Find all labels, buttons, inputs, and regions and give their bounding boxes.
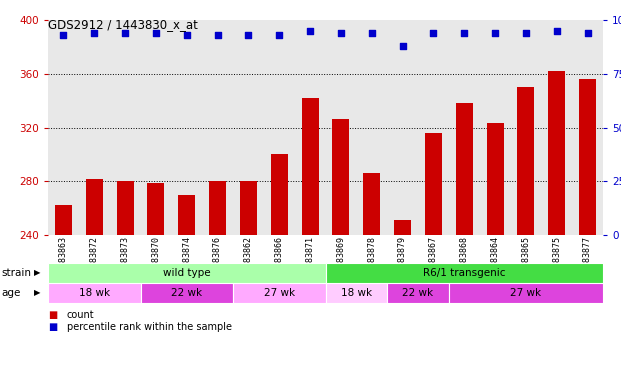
Bar (487, 123, 504, 235)
Point (521, 30, 531, 36)
Point (490, 30, 500, 36)
Text: R6/1 transgenic: R6/1 transgenic (423, 268, 505, 278)
Bar (271, 154, 288, 235)
Bar (55, 206, 72, 235)
Bar (325, 283, 387, 303)
Bar (387, 283, 449, 303)
Point (428, 30, 438, 36)
Bar (325, 263, 603, 283)
Bar (394, 220, 411, 235)
Point (336, 30, 346, 36)
Bar (209, 181, 226, 235)
Text: GSM83867: GSM83867 (429, 236, 438, 276)
Bar (147, 183, 165, 235)
Bar (548, 71, 565, 235)
Text: GSM83874: GSM83874 (182, 236, 191, 276)
Text: GSM83866: GSM83866 (274, 236, 284, 276)
Text: ▶: ▶ (34, 268, 40, 278)
Text: GSM83868: GSM83868 (460, 236, 469, 276)
Point (182, 32, 192, 38)
Text: GDS2912 / 1443830_x_at: GDS2912 / 1443830_x_at (48, 18, 198, 31)
Point (397, 43, 407, 49)
Bar (449, 283, 603, 303)
Text: GSM83876: GSM83876 (213, 236, 222, 276)
Text: 27 wk: 27 wk (510, 288, 542, 298)
Point (58, 32, 68, 38)
Text: 18 wk: 18 wk (79, 288, 110, 298)
Text: ■: ■ (48, 310, 57, 320)
Text: GSM83870: GSM83870 (152, 236, 160, 276)
Point (552, 28, 562, 34)
Point (89, 30, 99, 36)
Bar (48, 283, 140, 303)
Bar (48, 263, 325, 283)
Text: GSM83863: GSM83863 (59, 236, 68, 276)
Text: 27 wk: 27 wk (264, 288, 295, 298)
Point (212, 32, 222, 38)
Point (305, 28, 315, 34)
Point (120, 30, 130, 36)
Text: ■: ■ (48, 322, 57, 332)
Point (582, 30, 592, 36)
Bar (456, 104, 473, 235)
Text: GSM83872: GSM83872 (90, 236, 99, 276)
Text: percentile rank within the sample: percentile rank within the sample (66, 322, 232, 332)
Bar (140, 283, 233, 303)
Text: GSM83875: GSM83875 (552, 236, 561, 276)
Bar (517, 87, 535, 235)
Text: 22 wk: 22 wk (402, 288, 433, 298)
Text: ▶: ▶ (34, 288, 40, 297)
Text: 22 wk: 22 wk (171, 288, 202, 298)
Bar (233, 283, 325, 303)
Bar (240, 181, 257, 235)
Bar (332, 119, 350, 235)
Bar (363, 173, 380, 235)
Text: GSM83862: GSM83862 (244, 236, 253, 276)
Text: GSM83869: GSM83869 (337, 236, 345, 276)
Point (243, 32, 253, 38)
Text: GSM83878: GSM83878 (367, 236, 376, 276)
Bar (117, 181, 134, 235)
Text: GSM83871: GSM83871 (306, 236, 315, 276)
Text: GSM83865: GSM83865 (522, 236, 530, 276)
Bar (178, 195, 195, 235)
Point (274, 32, 284, 38)
Text: strain: strain (2, 268, 32, 278)
Text: GSM83873: GSM83873 (120, 236, 130, 276)
Text: wild type: wild type (163, 268, 211, 278)
Bar (425, 133, 442, 235)
Text: GSM83877: GSM83877 (583, 236, 592, 276)
Text: age: age (2, 288, 21, 298)
Text: count: count (66, 310, 94, 320)
Text: GSM83864: GSM83864 (491, 236, 499, 276)
Bar (86, 178, 102, 235)
Text: GSM83879: GSM83879 (398, 236, 407, 276)
Bar (302, 98, 319, 235)
Point (460, 30, 469, 36)
Bar (579, 79, 596, 235)
Text: 18 wk: 18 wk (341, 288, 372, 298)
Point (151, 30, 161, 36)
Point (367, 30, 377, 36)
